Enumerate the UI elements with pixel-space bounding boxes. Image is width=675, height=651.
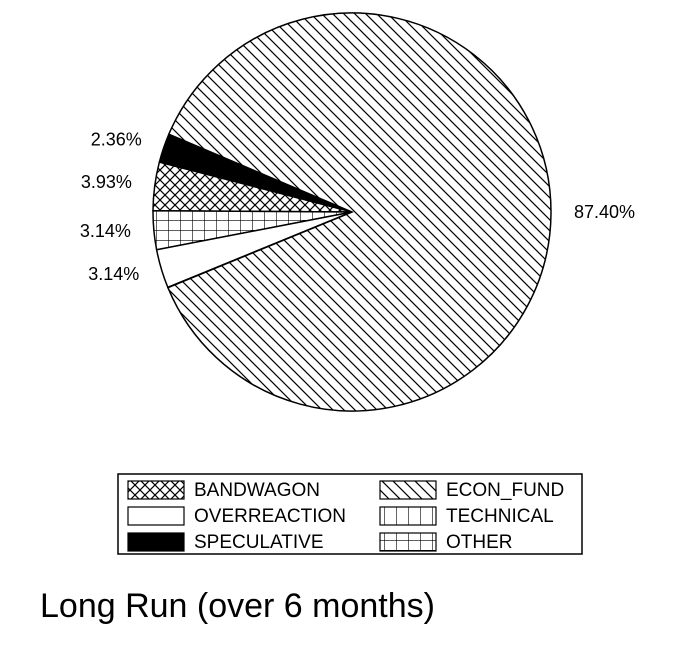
legend-label: ECON_FUND	[446, 480, 564, 501]
chart-title: Long Run (over 6 months)	[40, 587, 435, 625]
data-label: 3.14%	[80, 221, 131, 241]
data-label: 2.36%	[91, 129, 142, 149]
data-label: 87.40%	[574, 202, 635, 222]
legend-label: SPECULATIVE	[194, 532, 324, 553]
legend-label: OTHER	[446, 532, 513, 553]
data-label: 3.14%	[88, 264, 139, 284]
legend-swatch	[127, 506, 185, 526]
legend-swatch	[379, 532, 437, 552]
legend-swatch	[127, 532, 185, 552]
legend-swatch	[379, 480, 437, 500]
legend-label: OVERREACTION	[194, 506, 346, 527]
pie-slice	[166, 12, 552, 412]
legend-label: BANDWAGON	[194, 480, 320, 501]
legend-swatch	[379, 506, 437, 526]
data-label: 3.93%	[81, 172, 132, 192]
legend-label: TECHNICAL	[446, 506, 554, 527]
legend-box	[117, 473, 583, 555]
legend-swatch	[127, 480, 185, 500]
